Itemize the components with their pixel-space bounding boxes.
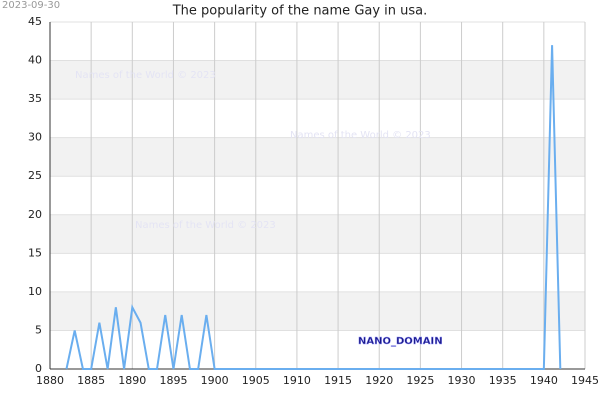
y-tick-label: 40 <box>28 54 42 67</box>
y-tick-label: 10 <box>28 285 42 298</box>
watermark: Names of the World © 2023 <box>75 70 216 81</box>
x-tick-label: 1945 <box>571 374 599 387</box>
badge: NANO_DOMAIN <box>358 336 443 347</box>
x-tick-label: 1895 <box>159 374 187 387</box>
x-tick-label: 1940 <box>530 374 558 387</box>
y-tick-label: 25 <box>28 169 42 182</box>
watermark: Names of the World © 2023 <box>290 130 431 141</box>
y-tick-label: 30 <box>28 131 42 144</box>
y-tick-label: 5 <box>35 323 42 336</box>
watermark: Names of the World © 2023 <box>135 220 276 231</box>
date-stamp: 2023-09-30 <box>2 0 60 11</box>
x-tick-label: 1920 <box>365 374 393 387</box>
data-line <box>65 45 562 370</box>
y-tick-label: 45 <box>28 15 42 28</box>
x-tick-label: 1885 <box>77 374 105 387</box>
x-tick-label: 1880 <box>36 374 64 387</box>
x-tick-label: 1915 <box>324 374 352 387</box>
grid-band <box>50 214 585 254</box>
grid-band <box>50 60 585 100</box>
x-tick-label: 1930 <box>448 374 476 387</box>
chart-title: The popularity of the name Gay in usa. <box>172 4 428 19</box>
x-tick-label: 1925 <box>406 374 434 387</box>
x-tick-label: 1935 <box>489 374 517 387</box>
y-tick-label: 0 <box>35 362 42 375</box>
grid-band <box>50 137 585 177</box>
x-tick-label: 1910 <box>283 374 311 387</box>
x-tick-label: 1890 <box>118 374 146 387</box>
x-tick-label: 1900 <box>201 374 229 387</box>
x-tick-label: 1905 <box>242 374 270 387</box>
grid-band <box>50 291 585 331</box>
y-tick-label: 35 <box>28 92 42 105</box>
y-tick-label: 15 <box>28 246 42 259</box>
y-tick-label: 20 <box>28 208 42 221</box>
